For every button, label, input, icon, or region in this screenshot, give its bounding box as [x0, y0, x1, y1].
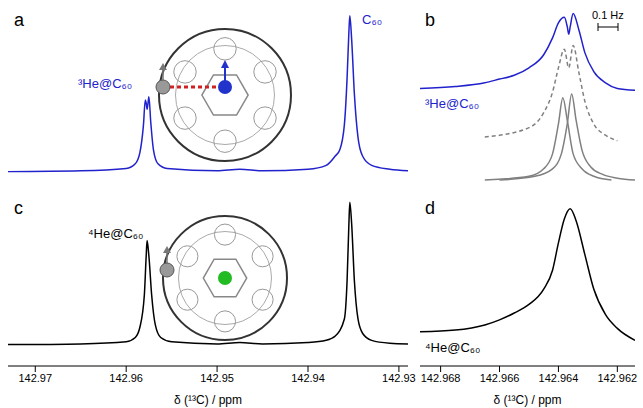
svg-text:142.97: 142.97 [18, 372, 52, 384]
svg-text:142.95: 142.95 [200, 372, 234, 384]
html-text:b: b [425, 10, 435, 30]
html-text:⁴He@C₆₀: ⁴He@C₆₀ [425, 340, 481, 355]
html-text:³He@C₆₀: ³He@C₆₀ [78, 76, 133, 91]
html-text:c: c [14, 198, 23, 218]
svg-text:142.968: 142.968 [421, 372, 461, 384]
svg-text:δ (¹³C) / ppm: δ (¹³C) / ppm [493, 393, 561, 407]
svg-text:δ (¹³C) / ppm: δ (¹³C) / ppm [174, 393, 242, 407]
html-text:0.1 Hz: 0.1 Hz [592, 9, 624, 21]
svg-text:142.94: 142.94 [291, 372, 325, 384]
html-text:d: d [425, 198, 435, 218]
html-text:³He@C₆₀: ³He@C₆₀ [425, 96, 480, 111]
html-text:C₆₀: C₆₀ [362, 12, 382, 27]
svg-text:142.962: 142.962 [597, 372, 637, 384]
svg-text:142.964: 142.964 [539, 372, 579, 384]
svg-text:142.966: 142.966 [480, 372, 520, 384]
svg-text:142.93: 142.93 [382, 372, 416, 384]
html-text:⁴He@C₆₀: ⁴He@C₆₀ [88, 226, 144, 241]
svg-text:142.96: 142.96 [109, 372, 143, 384]
html-text:a: a [14, 10, 24, 30]
